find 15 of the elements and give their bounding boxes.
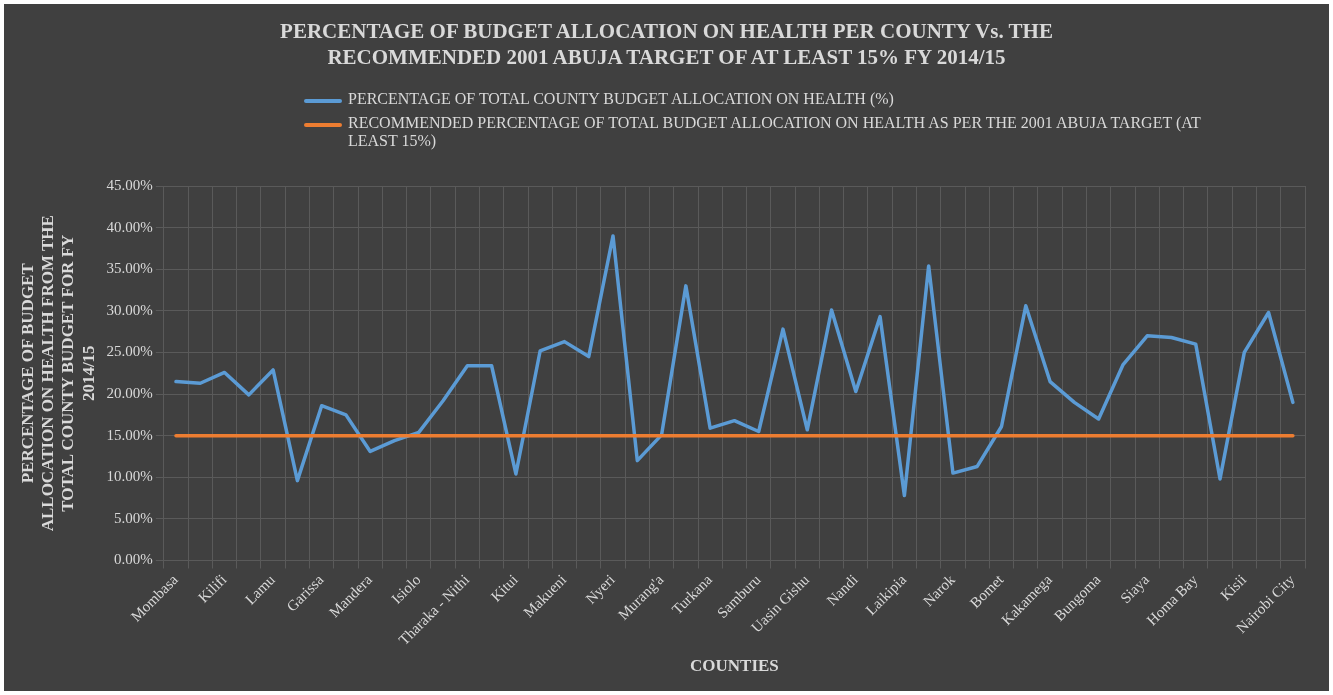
y-tick-label: 10.00%: [106, 468, 153, 485]
y-tick-label: 35.00%: [106, 260, 153, 277]
y-tick-label: 40.00%: [106, 218, 153, 235]
x-axis-title: COUNTIES: [690, 656, 779, 676]
y-tick-label: 30.00%: [106, 301, 153, 318]
y-tick-label: 20.00%: [106, 384, 153, 401]
chart-title: PERCENTAGE OF BUDGET ALLOCATION ON HEALTH PER COUNTY Vs. THE RECOMMENDED 2001 ABUJA TARGET OF AT LEAST 15% FY 2014/15: [279, 18, 1054, 70]
y-axis-title: PERCENTAGE OF BUDGET ALLOCATION ON HEALTH FROM THE TOTAL COUNTY BUDGET FOR FY 2014/15: [17, 215, 98, 532]
y-tick-label: 45.00%: [106, 176, 153, 193]
legend-label: RECOMMENDED PERCENTAGE OF TOTAL BUDGET ALLOCATION ON HEALTH AS PER THE 2001 ABUJA TARGET (AT LEAST 15%): [348, 114, 1202, 150]
y-tick-label: 0.00%: [114, 551, 153, 568]
y-tick-label: 15.00%: [106, 426, 153, 443]
y-tick-label: 5.00%: [114, 509, 153, 526]
y-tick-label: 25.00%: [106, 343, 153, 360]
legend-label: PERCENTAGE OF TOTAL COUNTY BUDGET ALLOCATION ON HEALTH (%): [348, 90, 894, 108]
